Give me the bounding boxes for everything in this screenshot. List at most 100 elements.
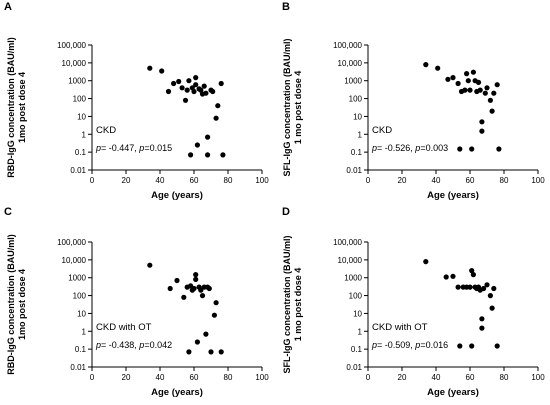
data-point — [205, 152, 211, 158]
data-point — [484, 282, 490, 288]
data-point — [159, 68, 165, 74]
data-point — [479, 316, 485, 322]
data-point — [167, 285, 173, 292]
y-tick-label: 10,000 — [338, 256, 363, 265]
data-point — [479, 119, 485, 125]
x-tick-label: 80 — [500, 373, 509, 382]
data-point — [482, 90, 488, 96]
correlation-stats: p= -0.526, p=0.003 — [371, 143, 448, 153]
data-point — [213, 300, 219, 306]
x-tick-label: 60 — [190, 176, 199, 185]
y-tick-label: 100,000 — [57, 238, 86, 247]
data-point — [201, 83, 207, 89]
y-tick-label: 10,000 — [62, 256, 87, 265]
y-tick-label: 100 — [349, 95, 363, 104]
y-tick-label: 1000 — [344, 77, 362, 86]
data-point — [489, 305, 495, 311]
data-point — [193, 276, 199, 282]
data-point — [457, 343, 463, 349]
data-point — [182, 97, 189, 103]
x-tick-label: 20 — [398, 176, 407, 185]
data-point — [220, 152, 226, 158]
x-tick-label: 20 — [122, 176, 131, 185]
x-tick-label: 60 — [466, 373, 475, 382]
x-tick-label: 40 — [156, 176, 165, 185]
y-axis-subtitle: 1mo post dose 4 — [17, 72, 27, 143]
y-axis-title: RBD-IgG concentration (BAU/ml) — [6, 234, 16, 375]
y-axis-title: SFL-IgG concentration (BAU/ml) — [282, 39, 292, 177]
data-point — [443, 274, 449, 280]
data-point — [193, 272, 199, 278]
data-point — [496, 146, 502, 152]
y-tick-label: 10 — [77, 112, 86, 121]
x-tick-label: 20 — [398, 373, 407, 382]
x-tick-label: 60 — [190, 373, 199, 382]
y-axis-title: RBD-IgG concentration (BAU/ml) — [6, 37, 16, 178]
data-point — [186, 349, 192, 355]
panel-letter: A — [4, 1, 12, 13]
data-point — [213, 115, 219, 121]
data-point — [205, 134, 211, 140]
y-tick-label: 100,000 — [57, 41, 86, 50]
y-axis-subtitle: 1mo post dose 4 — [17, 269, 27, 340]
data-point — [210, 88, 216, 95]
y-tick-label: 0.01 — [346, 166, 362, 175]
correlation-stats: p= -0.509, p=0.016 — [371, 340, 448, 350]
data-point — [470, 69, 476, 75]
data-point — [477, 87, 483, 93]
data-point — [191, 285, 197, 292]
y-tick-label: 0.01 — [70, 166, 86, 175]
data-point — [467, 284, 473, 290]
data-point — [215, 103, 221, 109]
y-axis-subtitle: 1 mo post dose 4 — [293, 268, 303, 342]
y-tick-label: 1 — [82, 130, 87, 139]
data-point — [176, 78, 182, 85]
data-point — [450, 75, 456, 81]
data-point — [469, 268, 475, 274]
data-point — [479, 325, 485, 331]
x-tick-label: 0 — [90, 176, 95, 185]
x-tick-label: 80 — [224, 176, 233, 185]
y-tick-label: 100,000 — [333, 238, 362, 247]
y-tick-label: 0.1 — [75, 345, 87, 354]
data-point — [188, 152, 194, 158]
panel-b: B 0.01 0.1 1 10 100 1000 10,000 100,000 0 20 40 60 80… — [282, 1, 545, 201]
y-tick-label: 1000 — [344, 274, 362, 283]
panel-letter: D — [282, 206, 290, 218]
x-tick-label: 0 — [366, 176, 371, 185]
x-tick-label: 40 — [432, 176, 441, 185]
data-point — [475, 79, 482, 85]
y-tick-label: 10 — [353, 309, 362, 318]
group-label: CKD with OT — [96, 322, 152, 333]
y-axis-subtitle: 1 mo post dose 4 — [293, 71, 303, 145]
x-axis-title: Age (years) — [151, 387, 203, 398]
data-point — [455, 80, 461, 87]
y-tick-label: 1 — [358, 130, 363, 139]
y-tick-label: 10,000 — [338, 59, 363, 68]
data-point — [147, 262, 153, 268]
data-point — [199, 293, 206, 299]
data-point — [186, 78, 192, 84]
data-point — [491, 90, 497, 96]
y-tick-label: 100,000 — [333, 41, 362, 50]
x-tick-label: 100 — [531, 176, 545, 185]
data-point — [470, 272, 476, 278]
data-point — [423, 62, 429, 68]
x-tick-label: 100 — [255, 176, 269, 185]
group-label: CKD — [96, 125, 116, 136]
x-axis-title: Age (years) — [427, 190, 479, 201]
data-point — [494, 343, 500, 349]
data-point — [174, 277, 180, 284]
y-tick-label: 100 — [73, 292, 87, 301]
data-point — [484, 85, 490, 91]
data-point — [211, 312, 217, 318]
data-point — [445, 76, 451, 82]
data-point — [487, 293, 493, 299]
data-point — [179, 85, 185, 91]
data-point — [147, 65, 153, 71]
data-point — [193, 82, 199, 88]
panel-letter: C — [4, 206, 12, 218]
data-point — [465, 78, 471, 84]
y-tick-label: 10 — [353, 112, 362, 121]
